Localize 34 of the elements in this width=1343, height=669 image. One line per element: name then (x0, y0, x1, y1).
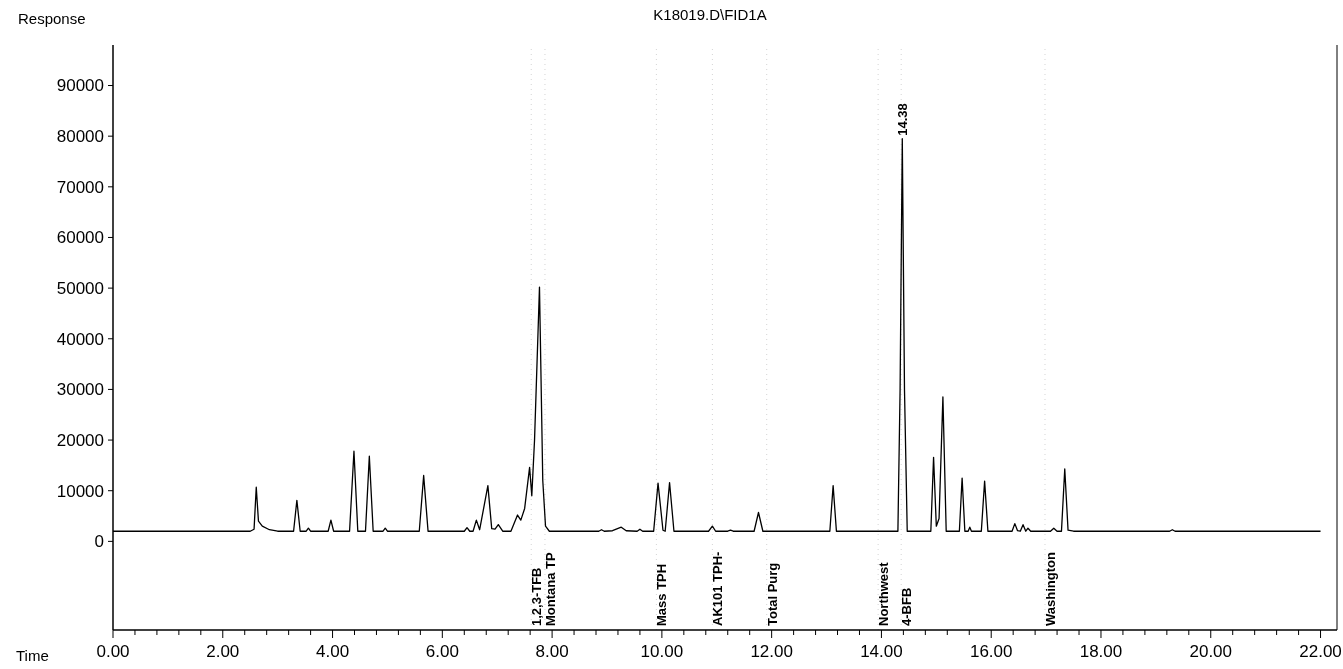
y-tick-label: 40000 (56, 329, 104, 349)
x-tick-label: 22.00 (1299, 642, 1342, 661)
ref-line-label: AK101 TPH- (710, 551, 726, 626)
x-tick-label: 16.00 (969, 642, 1013, 661)
y-tick-label: 80000 (56, 127, 104, 147)
y-tick-label: 60000 (56, 228, 104, 248)
x-tick-label: 12.00 (750, 642, 793, 661)
x-tick-label: 2.00 (206, 642, 240, 661)
y-tick-label: 10000 (56, 481, 104, 501)
ref-line-label: Montana TP (542, 552, 558, 626)
ref-line-label: Total Purg (764, 562, 780, 626)
x-tick-label: 18.00 (1079, 642, 1123, 661)
x-tick-label: 4.00 (316, 642, 350, 661)
y-tick-label: 70000 (56, 177, 104, 197)
ref-line-label: Washington (1043, 552, 1058, 626)
x-tick-label: 0.00 (96, 642, 130, 661)
y-axis-title: Response (18, 10, 86, 27)
y-tick-label: 0 (94, 532, 104, 552)
ref-line-label: Northwest (876, 561, 892, 626)
ref-line-label: 4-BFB (899, 587, 915, 626)
ref-line-label: 1,2,3-TFB (529, 567, 545, 626)
y-tick-label: 20000 (56, 431, 104, 451)
y-tick-label: 30000 (56, 380, 104, 400)
x-tick-label: 6.00 (425, 642, 459, 661)
chart-title: K18019.D\FID1A (653, 6, 767, 23)
x-tick-label: 14.00 (860, 642, 903, 661)
x-tick-label: 8.00 (535, 642, 569, 661)
annotation: 14.38 (895, 103, 911, 136)
x-tick-label: 10.00 (640, 642, 684, 661)
y-tick-label: 90000 (56, 76, 104, 96)
y-tick-label: 50000 (56, 279, 104, 299)
ref-line-label: Mass TPH (654, 563, 670, 626)
x-axis-title: Time (16, 647, 49, 664)
x-tick-label: 20.00 (1189, 642, 1233, 661)
